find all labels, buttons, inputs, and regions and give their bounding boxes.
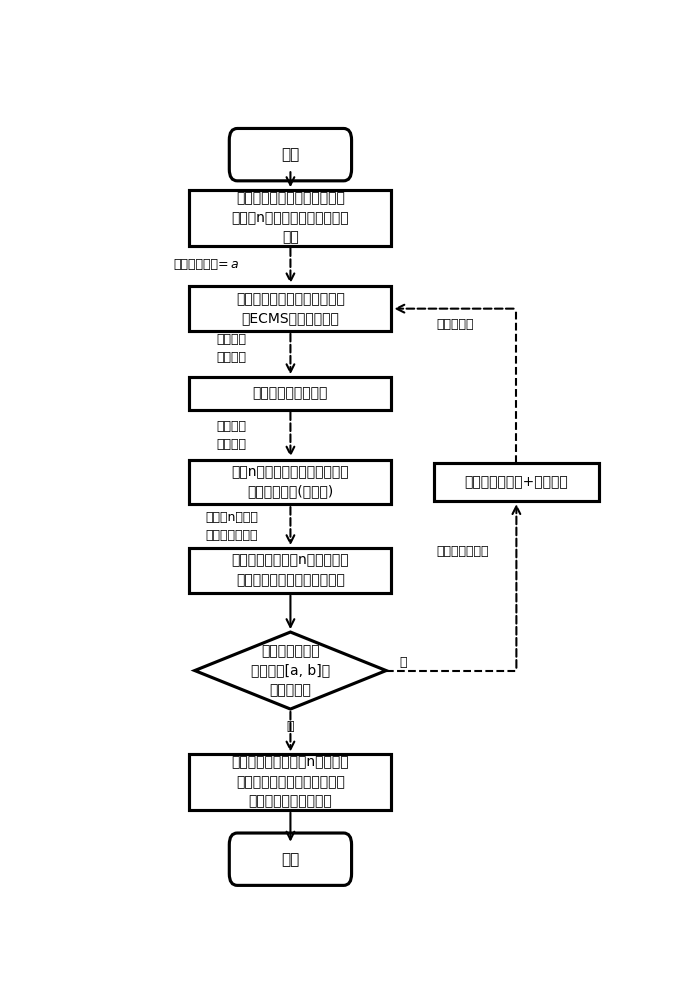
Text: 基于动力系统半经验模型开发
的ECMS功率分配模型: 基于动力系统半经验模型开发 的ECMS功率分配模型 xyxy=(236,292,345,325)
Text: 否: 否 xyxy=(399,656,407,669)
Bar xyxy=(189,754,392,810)
Text: 是: 是 xyxy=(287,720,294,733)
Bar xyxy=(189,460,392,504)
Text: 输入需求功率预测模块所预测
的未来n秒内整车需求功率时序
数据: 输入需求功率预测模块所预测 的未来n秒内整车需求功率时序 数据 xyxy=(232,191,349,244)
Text: 初始等效因子=: 初始等效因子= xyxy=(174,258,229,271)
Text: 结束: 结束 xyxy=(281,852,300,867)
Text: 上一个等效因子+搜索步长: 上一个等效因子+搜索步长 xyxy=(464,475,568,489)
Text: 需求功率
分配比例: 需求功率 分配比例 xyxy=(216,333,246,364)
Bar xyxy=(189,377,392,410)
Text: a: a xyxy=(230,258,238,271)
Text: 未来第n秒时储
能电池荷电状态: 未来第n秒时储 能电池荷电状态 xyxy=(205,511,258,542)
Text: 储能电池
荷电状态: 储能电池 荷电状态 xyxy=(216,420,246,451)
FancyBboxPatch shape xyxy=(229,128,351,181)
Text: 开始: 开始 xyxy=(281,147,300,162)
FancyBboxPatch shape xyxy=(229,833,351,885)
Text: 新等效因子: 新等效因子 xyxy=(436,318,474,331)
Polygon shape xyxy=(195,632,386,709)
Bar xyxy=(189,190,392,246)
Text: 未来n秒内的储能电池荷电状态
理论变化轨迹(计算值): 未来n秒内的储能电池荷电状态 理论变化轨迹(计算值) xyxy=(232,465,349,499)
Text: 搜索并输出使未来第n秒时储能
电池荷电状态与目标参考值之
差最小的最优等效因子: 搜索并输出使未来第n秒时储能 电池荷电状态与目标参考值之 差最小的最优等效因子 xyxy=(232,756,349,809)
Bar xyxy=(189,548,392,593)
Bar xyxy=(434,463,599,501)
Text: 动力系统半经验模型: 动力系统半经验模型 xyxy=(252,386,328,400)
Text: 上一个等效因子: 上一个等效因子 xyxy=(436,545,489,558)
Text: 是否完成等效因
子在区间[a, b]内
的逐点搜索: 是否完成等效因 子在区间[a, b]内 的逐点搜索 xyxy=(251,644,330,697)
Text: 计算并保存未来第n秒时储能电
池荷电状态与目标参考值之差: 计算并保存未来第n秒时储能电 池荷电状态与目标参考值之差 xyxy=(232,554,349,587)
Bar xyxy=(189,286,392,331)
